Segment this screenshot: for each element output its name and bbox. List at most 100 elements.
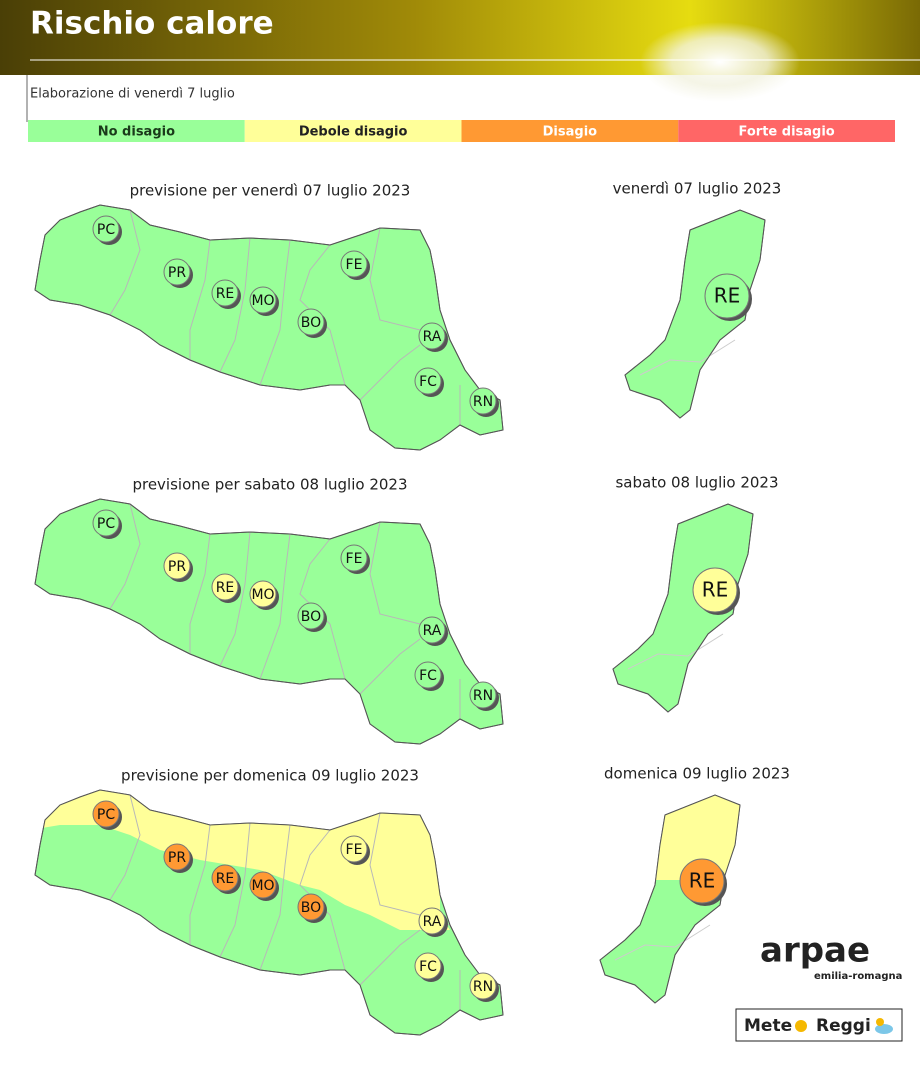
province-badge <box>297 602 325 630</box>
province-badge-label: RA <box>423 914 442 930</box>
province-badge <box>418 322 446 350</box>
map-title: previsione per sabato 08 luglio 2023 <box>132 476 407 494</box>
province-badge-label: FC <box>419 374 437 390</box>
detail-title: sabato 08 luglio 2023 <box>615 474 778 492</box>
legend-swatch <box>28 120 245 142</box>
meteo-logo[interactable]: Mete Reggi <box>735 1008 903 1042</box>
province-badge-label: MO <box>251 878 274 894</box>
province-badge <box>340 544 368 572</box>
province-border <box>189 239 211 360</box>
legend-label: Forte disagio <box>739 125 835 140</box>
province-badge <box>249 871 277 899</box>
meteo-logo-box[interactable] <box>735 1008 903 1042</box>
province-badge-label: RE <box>216 286 235 302</box>
province-border <box>359 638 421 695</box>
province-badge-label: RE <box>216 580 235 596</box>
detail-badge-label: RE <box>714 284 741 308</box>
arpae-logo: arpae emilia-romagna <box>760 931 902 983</box>
province-badge-label: PC <box>97 222 115 238</box>
detail-badge <box>692 567 738 613</box>
province-badge-label: RA <box>423 329 442 345</box>
detail-map <box>612 503 754 713</box>
province-border <box>219 237 251 373</box>
province-border <box>219 531 251 667</box>
province-border <box>299 829 346 971</box>
province-border <box>299 244 346 386</box>
meteo-cloud-sun <box>876 1018 884 1026</box>
legend-label: No disagio <box>98 125 175 140</box>
legend-label: Debole disagio <box>299 125 408 140</box>
province-badge-label: RN <box>473 394 493 410</box>
province-badge <box>92 509 120 537</box>
province-badge <box>469 681 497 709</box>
meteo-sun-icon <box>795 1020 807 1032</box>
page-subtitle: Elaborazione di venerdì 7 luglio <box>30 87 235 102</box>
province-badge <box>211 279 239 307</box>
province-border <box>189 533 211 654</box>
province-badge-label: FC <box>419 668 437 684</box>
detail-zone <box>600 795 740 880</box>
detail-title: venerdì 07 luglio 2023 <box>613 180 782 198</box>
detail-border <box>627 633 724 670</box>
meteo-cloud-icon <box>875 1024 893 1034</box>
arpae-logo-text: arpae <box>760 931 870 971</box>
detail-badge <box>679 858 725 904</box>
province-badge-label: PC <box>97 807 115 823</box>
province-badge-label: FC <box>419 959 437 975</box>
province-badge <box>414 952 442 980</box>
legend-swatch <box>461 120 679 142</box>
detail-map <box>624 209 766 419</box>
detail-badge-label: RE <box>689 869 716 893</box>
province-badge-label: PR <box>168 265 186 281</box>
province-badge <box>163 552 191 580</box>
province-badge-label: MO <box>251 587 274 603</box>
province-badge <box>340 835 368 863</box>
province-badge <box>414 661 442 689</box>
province-badge <box>469 387 497 415</box>
province-badge <box>414 367 442 395</box>
detail-badge-label: RE <box>702 578 729 602</box>
province-badge <box>418 616 446 644</box>
detail-title: domenica 09 luglio 2023 <box>604 765 790 783</box>
forecast-row: previsione per sabato 08 luglio 2023 saba… <box>34 474 779 745</box>
province-badge <box>92 215 120 243</box>
detail-border <box>639 339 736 376</box>
legend-swatch <box>678 120 895 142</box>
province-badge <box>418 907 446 935</box>
province-border <box>299 538 346 680</box>
province-badge <box>92 800 120 828</box>
province-badge-label: BO <box>301 609 321 625</box>
province-badge <box>163 843 191 871</box>
province-badge-label: BO <box>301 900 321 916</box>
province-border <box>109 209 141 316</box>
province-badge-label: BO <box>301 315 321 331</box>
province-badge-label: FE <box>346 551 363 567</box>
detail-border <box>614 924 711 961</box>
header-sun <box>640 22 800 102</box>
province-badge-label: PC <box>97 516 115 532</box>
province-badge <box>249 286 277 314</box>
province-border <box>109 503 141 610</box>
forecast-row: previsione per domenica 09 luglio 2023 do… <box>34 765 790 1036</box>
province-border <box>219 822 251 958</box>
province-border <box>259 533 291 680</box>
detail-badge <box>704 273 750 319</box>
province-badge <box>211 573 239 601</box>
legend-swatch <box>244 120 462 142</box>
province-badge-label: PR <box>168 850 186 866</box>
province-border <box>259 824 291 971</box>
province-border <box>259 239 291 386</box>
legend-label: Disagio <box>543 125 598 140</box>
detail-map <box>599 794 741 1004</box>
province-badge <box>340 250 368 278</box>
province-border <box>359 929 421 986</box>
province-border <box>109 794 141 901</box>
province-badge-label: RA <box>423 623 442 639</box>
arpae-logo-sub: emilia-romagna <box>814 971 902 982</box>
province-badge-label: PR <box>168 559 186 575</box>
province-badge <box>297 893 325 921</box>
meteo-logo-text-2: Reggi <box>816 1016 871 1036</box>
province-badge <box>163 258 191 286</box>
map-title: previsione per venerdì 07 luglio 2023 <box>130 182 411 200</box>
